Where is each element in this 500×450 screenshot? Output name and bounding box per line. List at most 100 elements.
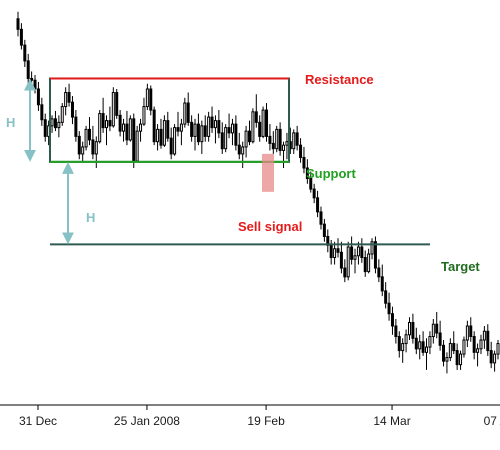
candle <box>179 118 183 146</box>
candle <box>19 23 23 50</box>
candle <box>261 106 265 139</box>
candle <box>438 320 442 351</box>
candle-body <box>319 211 323 225</box>
candle <box>316 190 320 218</box>
candle <box>384 282 388 309</box>
candle <box>40 97 44 126</box>
candle <box>156 124 160 151</box>
candle-body <box>336 248 340 253</box>
candle <box>370 238 374 260</box>
candle-body <box>179 123 183 132</box>
candle-body <box>26 60 30 79</box>
candle <box>302 146 306 174</box>
candle-body <box>87 128 91 141</box>
candle <box>254 94 258 128</box>
x-tick-label: 31 Dec <box>19 414 57 428</box>
candle <box>135 125 139 163</box>
candle <box>125 110 129 146</box>
candle-body <box>139 123 143 132</box>
candle <box>377 259 381 283</box>
candle-body <box>234 123 238 146</box>
candle <box>162 115 166 147</box>
candle-body <box>227 127 231 134</box>
candle-body <box>193 123 197 137</box>
candle <box>305 159 309 184</box>
candle <box>268 124 272 151</box>
candle-body <box>173 127 177 155</box>
candle <box>333 241 337 265</box>
candle <box>193 118 197 151</box>
candle <box>421 331 425 356</box>
candle <box>476 343 480 367</box>
candle <box>397 331 401 358</box>
candle <box>237 132 241 160</box>
candle <box>196 113 200 146</box>
candle-body <box>40 104 44 121</box>
candle <box>84 125 88 151</box>
candle-body <box>166 120 170 139</box>
candle-body <box>465 325 469 341</box>
candle <box>425 338 429 370</box>
candle-body <box>421 341 425 353</box>
candle <box>36 81 40 111</box>
candle-body <box>282 144 286 151</box>
candle <box>390 306 394 335</box>
candle <box>115 89 119 119</box>
candle-body <box>448 343 452 359</box>
candle-body <box>142 106 146 125</box>
candle <box>244 125 248 158</box>
candle-body <box>125 123 129 141</box>
candle-body <box>299 144 303 158</box>
candle <box>367 248 371 274</box>
candle-body <box>275 128 279 150</box>
candle-body <box>237 144 241 155</box>
candle <box>98 110 102 144</box>
height-label-2: H <box>86 210 96 225</box>
candle <box>322 218 326 242</box>
candle-body <box>268 135 272 144</box>
candle <box>111 87 115 128</box>
candle-body <box>350 246 354 260</box>
candle-body <box>186 102 190 123</box>
candle-body <box>156 128 160 143</box>
candle-body <box>128 118 132 141</box>
candle <box>356 241 360 265</box>
candle <box>387 292 391 321</box>
candles-layer <box>16 11 500 374</box>
candle-body <box>43 119 47 137</box>
candle <box>282 141 286 168</box>
candle-body <box>67 92 71 103</box>
candle-body <box>452 343 456 352</box>
candle <box>247 120 251 146</box>
candle-body <box>207 116 211 137</box>
candle <box>407 317 411 341</box>
candle <box>493 350 497 372</box>
candle <box>234 115 238 151</box>
candle-body <box>425 346 429 353</box>
candle-body <box>435 323 439 334</box>
candle <box>428 331 432 355</box>
candle <box>145 83 149 111</box>
x-tick-label: 25 Jan 2008 <box>114 414 180 428</box>
candle-body <box>486 330 490 352</box>
x-axis: 31 Dec 25 Jan 2008 19 Feb 14 Mar 07 Apr <box>0 404 500 428</box>
candle-body <box>132 118 136 162</box>
candle <box>394 318 398 344</box>
candle <box>74 110 78 142</box>
candle <box>217 110 221 139</box>
candle <box>57 115 61 138</box>
candle-body <box>84 128 88 148</box>
candle <box>258 115 262 142</box>
candle <box>173 124 177 156</box>
candle <box>353 248 357 274</box>
candle <box>203 115 207 142</box>
candle-body <box>309 178 313 190</box>
candle-body <box>251 111 255 143</box>
candle-body <box>418 341 422 350</box>
candle-body <box>322 223 326 237</box>
candle-body <box>363 257 367 273</box>
candle <box>295 125 299 151</box>
overlays-layer <box>24 77 430 246</box>
